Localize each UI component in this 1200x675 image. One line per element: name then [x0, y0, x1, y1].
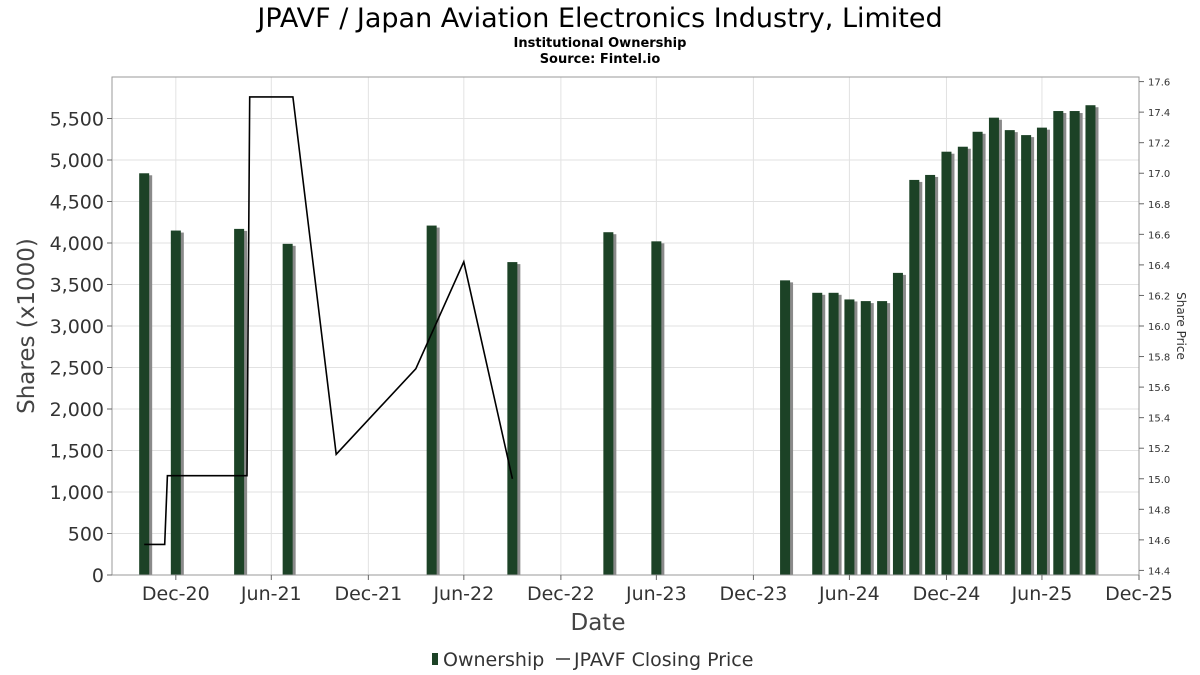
- y2-tick-label: 15.8: [1148, 353, 1170, 364]
- y2-tick-label: 17.6: [1148, 78, 1170, 89]
- left-axis: 0 500 1,000 1,500 2,000 2,500 3,000 3,500 4,000 4…: [50, 109, 112, 587]
- legend-price-label: JPAVF Closing Price: [573, 649, 753, 671]
- ownership-bar: [603, 232, 614, 575]
- x-axis-label: Date: [571, 610, 626, 636]
- y2-tick-label: 16.0: [1148, 322, 1170, 333]
- right-axis: 14.4 14.6 14.8 15.0 15.2 15.4 15.6 15.8 16.0 16.2…: [1139, 78, 1170, 577]
- ownership-bar: [1036, 127, 1047, 575]
- y2-tick-label: 15.0: [1148, 475, 1170, 486]
- y2-tick-label: 16.2: [1148, 291, 1170, 302]
- y2-tick-label: 15.6: [1148, 383, 1170, 394]
- ownership-bar: [972, 131, 983, 575]
- y-tick-label: 5,500: [50, 109, 104, 131]
- ownership-bar: [651, 241, 662, 575]
- ownership-bar: [877, 301, 888, 575]
- y2-tick-label: 14.6: [1148, 536, 1170, 547]
- legend-ownership-label: Ownership: [443, 649, 544, 671]
- y2-tick-label: 17.4: [1148, 108, 1170, 119]
- ownership-bar: [828, 292, 839, 575]
- y2-tick-label: 15.2: [1148, 444, 1170, 455]
- ownership-bar: [812, 292, 823, 575]
- y2-tick-label: 16.4: [1148, 261, 1170, 272]
- ownership-bar: [941, 151, 952, 575]
- x-axis: Dec-20 Jun-21 Dec-21 Jun-22 Dec-22 Jun-23 Dec-…: [142, 575, 1173, 605]
- y2-tick-label: 16.6: [1148, 230, 1170, 241]
- ownership-bar: [1085, 105, 1096, 575]
- ownership-bar: [139, 173, 150, 575]
- y-axis-label: Shares (x1000): [14, 238, 40, 414]
- ownership-bar: [1021, 135, 1032, 575]
- y2-tick-label: 17.0: [1148, 169, 1170, 180]
- ownership-bar: [925, 174, 936, 575]
- legend-ownership-swatch: [432, 653, 438, 665]
- y-tick-label: 3,000: [50, 316, 104, 338]
- chart-title: JPAVF / Japan Aviation Electronics Indus…: [255, 3, 942, 34]
- y2-tick-label: 15.4: [1148, 414, 1170, 425]
- y-tick-label: 1,000: [50, 482, 104, 504]
- chart-source: Source: Fintel.io: [540, 52, 661, 67]
- ownership-bar: [844, 299, 855, 575]
- price-line: [144, 96, 514, 546]
- x-tick-label: Dec-20: [142, 583, 210, 605]
- ownership-bar: [1053, 111, 1064, 575]
- y-tick-label: 5,000: [50, 150, 104, 172]
- x-tick-label: Jun-23: [625, 583, 687, 605]
- ownership-bar: [426, 225, 437, 575]
- x-tick-label: Jun-25: [1011, 583, 1073, 605]
- x-tick-label: Dec-25: [1105, 583, 1173, 605]
- ownership-bar: [988, 117, 999, 576]
- y-tick-label: 4,000: [50, 233, 104, 255]
- y2-tick-label: 16.8: [1148, 200, 1170, 211]
- y-tick-label: 4,500: [50, 192, 104, 214]
- ownership-bar: [507, 262, 518, 575]
- y-tick-label: 500: [68, 524, 104, 546]
- x-tick-label: Jun-22: [432, 583, 494, 605]
- x-tick-label: Dec-22: [527, 583, 595, 605]
- ownership-bar: [1069, 111, 1080, 575]
- x-tick-label: Jun-21: [240, 583, 302, 605]
- y2-axis-label: Share Price: [1174, 292, 1188, 360]
- ownership-bar: [1004, 130, 1015, 575]
- price-line-group: [144, 96, 514, 546]
- y-tick-label: 0: [92, 565, 104, 587]
- chart-subtitle: Institutional Ownership: [514, 36, 687, 51]
- ownership-bar: [860, 301, 871, 575]
- y2-tick-label: 14.4: [1148, 566, 1170, 577]
- y-tick-label: 2,000: [50, 399, 104, 421]
- x-tick-label: Jun-24: [818, 583, 880, 605]
- legend: Ownership JPAVF Closing Price: [432, 649, 753, 671]
- ownership-bar: [234, 228, 245, 575]
- ownership-bar: [780, 280, 791, 575]
- ownership-bar: [909, 179, 920, 576]
- ownership-bar: [957, 146, 968, 575]
- x-tick-label: Dec-21: [334, 583, 402, 605]
- ownership-bars: [139, 105, 1099, 576]
- ownership-bar: [282, 243, 293, 575]
- ownership-bar: [892, 272, 903, 575]
- x-tick-label: Dec-23: [720, 583, 788, 605]
- x-tick-label: Dec-24: [913, 583, 981, 605]
- ownership-bar: [170, 230, 181, 576]
- y2-tick-label: 17.2: [1148, 139, 1170, 150]
- y-tick-label: 2,500: [50, 358, 104, 380]
- y-tick-label: 3,500: [50, 275, 104, 297]
- y-tick-label: 1,500: [50, 441, 104, 463]
- y2-tick-label: 14.8: [1148, 505, 1170, 516]
